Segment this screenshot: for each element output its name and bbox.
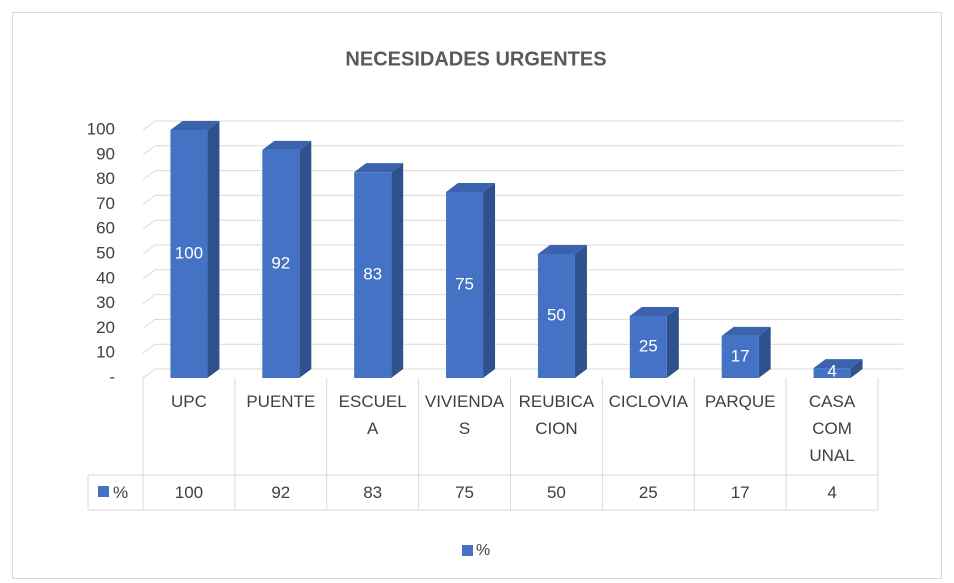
bar-front	[537, 254, 575, 378]
y-tick-label: 70	[96, 194, 115, 213]
table-value: 4	[827, 483, 836, 502]
grid-line	[142, 120, 156, 131]
legend-key	[462, 545, 473, 556]
x-tick-label: CICLOVIA	[608, 392, 688, 411]
data-label: 50	[547, 305, 566, 324]
bar-front	[629, 316, 667, 378]
bar-front	[354, 172, 392, 378]
table-value: 17	[731, 483, 750, 502]
bar-side	[483, 183, 496, 378]
data-label: 25	[639, 336, 658, 355]
y-tick-label: 100	[87, 119, 115, 138]
x-tick-label: CASA COMUNAL	[808, 392, 856, 465]
bar-top	[446, 183, 496, 192]
table-value: 75	[455, 483, 474, 502]
grid-line	[142, 170, 156, 181]
bar-front	[813, 368, 851, 378]
bar-side	[299, 140, 312, 378]
table-value: 83	[363, 483, 382, 502]
bar	[170, 121, 220, 378]
table-value: 100	[175, 483, 203, 502]
x-tick-label: UPC	[170, 392, 207, 411]
x-tick-label: PUENTE	[246, 392, 316, 411]
bar-top	[262, 140, 312, 150]
bar-side	[850, 359, 863, 378]
y-tick-label: 10	[96, 343, 115, 362]
y-tick-label: 90	[96, 144, 115, 163]
bar	[262, 140, 312, 378]
x-tick-label: ESCUELA	[338, 392, 407, 438]
y-tick-label: -	[109, 367, 115, 386]
x-tick-label: REUBICACION	[518, 392, 595, 438]
bar-side	[574, 245, 587, 378]
table-value: 50	[547, 483, 566, 502]
bar-side	[207, 121, 220, 378]
grid-line	[142, 269, 156, 280]
y-tick-label: 40	[96, 268, 115, 287]
y-tick-label: 20	[96, 318, 115, 337]
table-series-name: %	[113, 483, 128, 502]
bar-side	[391, 163, 404, 378]
x-tick-label: VIVIENDAS	[424, 392, 505, 438]
grid-line	[142, 145, 156, 156]
y-tick-label: 60	[96, 219, 115, 238]
bar	[354, 163, 404, 378]
grid-line	[142, 294, 156, 305]
data-label: 100	[175, 243, 203, 262]
data-label: 4	[827, 362, 836, 381]
bar-top	[813, 359, 863, 369]
legend-key	[98, 486, 109, 497]
bar	[446, 183, 496, 378]
grid-line	[142, 244, 156, 255]
bar-top	[721, 326, 771, 336]
data-label: 75	[455, 274, 474, 293]
legend-label: %	[476, 542, 490, 559]
table-value: 25	[639, 483, 658, 502]
data-label: 92	[271, 253, 290, 272]
bar-front	[170, 130, 208, 378]
bar-front	[446, 192, 484, 378]
y-tick-label: 30	[96, 293, 115, 312]
bar	[537, 245, 587, 378]
y-tick-label: 80	[96, 169, 115, 188]
chart-title: NECESIDADES URGENTES	[345, 48, 606, 70]
data-label: 83	[363, 265, 382, 284]
bar-top	[537, 245, 587, 254]
bar-side	[758, 326, 771, 378]
grid-line	[142, 219, 156, 230]
bar-top	[170, 121, 220, 130]
x-tick-label: PARQUE	[704, 392, 776, 411]
bar-front	[721, 335, 759, 378]
bar	[629, 307, 679, 378]
y-tick-label: 50	[96, 243, 115, 262]
grid-line	[142, 318, 156, 329]
data-label: 17	[731, 346, 750, 365]
bar	[813, 359, 863, 378]
table-value: 92	[271, 483, 290, 502]
bar-top	[629, 307, 679, 316]
bar-top	[354, 163, 404, 173]
grid-line	[142, 368, 156, 379]
bar-side	[666, 307, 679, 378]
grid-line	[142, 194, 156, 205]
grid-line	[142, 343, 156, 354]
bar-front	[262, 149, 300, 378]
bar	[721, 326, 771, 378]
